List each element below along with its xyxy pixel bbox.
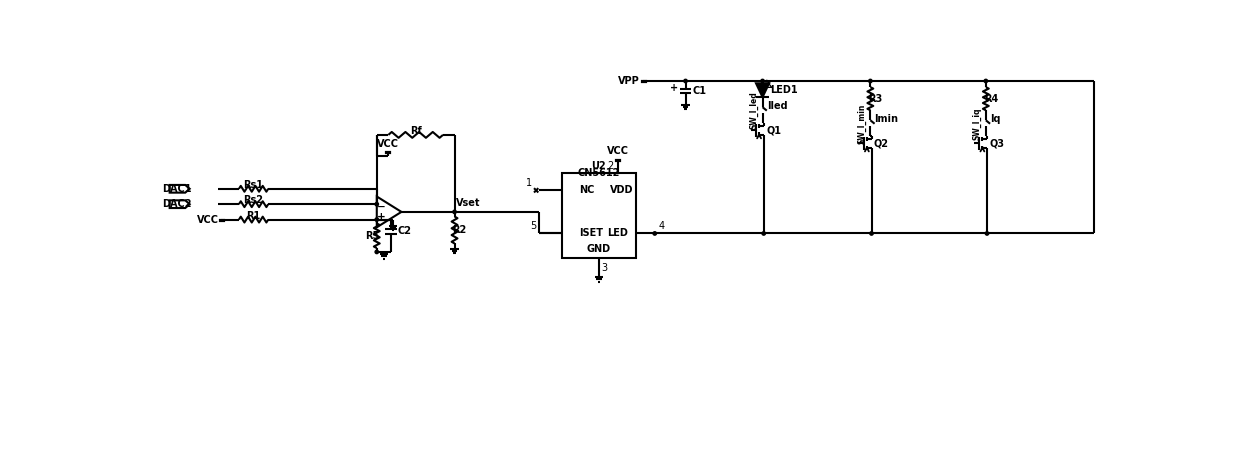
Text: U2: U2 bbox=[591, 161, 606, 171]
Text: R4: R4 bbox=[983, 94, 998, 104]
Text: ISET: ISET bbox=[579, 228, 604, 238]
Text: VPP: VPP bbox=[619, 76, 640, 86]
Text: 3: 3 bbox=[601, 264, 608, 274]
Text: Imin: Imin bbox=[874, 114, 899, 124]
Circle shape bbox=[869, 232, 873, 235]
Text: 1: 1 bbox=[526, 178, 532, 188]
Text: NC: NC bbox=[579, 185, 595, 195]
Circle shape bbox=[986, 232, 988, 235]
Text: C2: C2 bbox=[398, 227, 412, 237]
Text: R5: R5 bbox=[365, 231, 379, 241]
Text: Q3: Q3 bbox=[990, 139, 1004, 149]
Text: CN5612: CN5612 bbox=[578, 168, 620, 178]
Text: Iled: Iled bbox=[766, 100, 787, 110]
Circle shape bbox=[653, 232, 656, 235]
Text: VCC: VCC bbox=[606, 147, 629, 157]
Text: 2: 2 bbox=[608, 161, 614, 171]
Text: C1: C1 bbox=[692, 86, 706, 96]
Text: SW_I_led: SW_I_led bbox=[749, 91, 759, 129]
Text: Rf: Rf bbox=[409, 126, 422, 136]
Text: GND: GND bbox=[587, 244, 611, 254]
Text: LED1: LED1 bbox=[770, 85, 797, 95]
Text: SW_I_min: SW_I_min bbox=[857, 103, 866, 144]
Text: Q2: Q2 bbox=[874, 139, 889, 149]
Text: Vset: Vset bbox=[456, 198, 480, 208]
Circle shape bbox=[374, 202, 378, 206]
Text: DAC2: DAC2 bbox=[162, 199, 191, 209]
Polygon shape bbox=[756, 83, 769, 97]
Text: LED: LED bbox=[608, 228, 627, 238]
Circle shape bbox=[453, 210, 456, 214]
Circle shape bbox=[374, 218, 378, 221]
Text: +: + bbox=[377, 212, 386, 222]
Text: VCC: VCC bbox=[377, 139, 398, 149]
Text: 5: 5 bbox=[529, 221, 536, 231]
Text: VCC: VCC bbox=[197, 215, 218, 225]
Text: VDD: VDD bbox=[610, 185, 634, 195]
Text: R1: R1 bbox=[247, 210, 260, 220]
Circle shape bbox=[869, 79, 872, 83]
Circle shape bbox=[374, 250, 378, 254]
Circle shape bbox=[761, 79, 764, 83]
Text: SW_I_iq: SW_I_iq bbox=[972, 107, 982, 139]
Text: R3: R3 bbox=[868, 94, 883, 104]
Text: Iq: Iq bbox=[990, 114, 1001, 124]
Text: DAC1: DAC1 bbox=[162, 184, 191, 194]
Text: Rs2: Rs2 bbox=[243, 195, 264, 205]
Bar bbox=[563, 173, 635, 258]
Circle shape bbox=[763, 232, 765, 235]
Text: −: − bbox=[377, 201, 386, 211]
Circle shape bbox=[683, 79, 687, 83]
Text: Rs1: Rs1 bbox=[243, 180, 264, 190]
Text: Q1: Q1 bbox=[766, 125, 781, 135]
Circle shape bbox=[985, 79, 987, 83]
Text: R2: R2 bbox=[453, 225, 466, 235]
Text: +: + bbox=[670, 83, 678, 93]
Text: 4: 4 bbox=[658, 221, 665, 231]
